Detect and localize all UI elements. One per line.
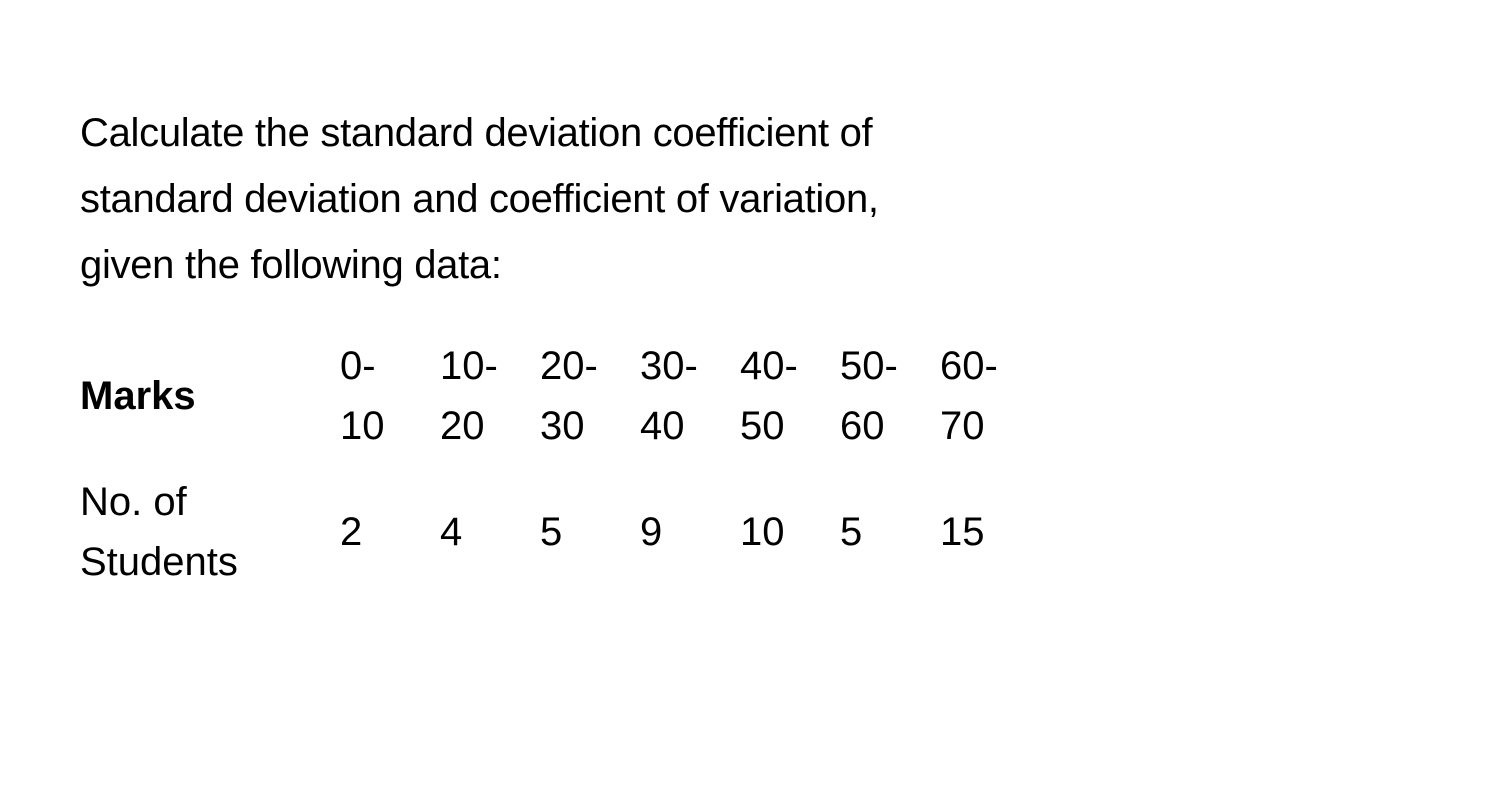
- marks-label: Marks: [80, 328, 340, 464]
- question-line-2: standard deviation and coefficient of va…: [80, 177, 879, 221]
- marks-range-5: 40- 50: [740, 328, 840, 464]
- marks-range-1: 0- 10: [340, 328, 440, 464]
- data-table: Marks 0- 10 10- 20 20- 30 30- 40 40- 50 …: [80, 328, 1040, 600]
- students-count-7: 15: [940, 464, 1040, 600]
- students-count-5: 10: [740, 464, 840, 600]
- students-count-3: 5: [540, 464, 640, 600]
- students-count-1: 2: [340, 464, 440, 600]
- table-row-marks: Marks 0- 10 10- 20 20- 30 30- 40 40- 50 …: [80, 328, 1040, 464]
- students-count-6: 5: [840, 464, 940, 600]
- students-count-2: 4: [440, 464, 540, 600]
- students-count-4: 9: [640, 464, 740, 600]
- question-line-1: Calculate the standard deviation coeffic…: [80, 111, 872, 155]
- marks-range-3: 20- 30: [540, 328, 640, 464]
- marks-range-4: 30- 40: [640, 328, 740, 464]
- marks-range-2: 10- 20: [440, 328, 540, 464]
- question-text: Calculate the standard deviation coeffic…: [80, 100, 1420, 298]
- marks-range-6: 50- 60: [840, 328, 940, 464]
- question-line-3: given the following data:: [80, 243, 502, 287]
- marks-range-7: 60- 70: [940, 328, 1040, 464]
- students-label: No. of Students: [80, 464, 340, 600]
- table-row-students: No. of Students 2 4 5 9 10 5 15: [80, 464, 1040, 600]
